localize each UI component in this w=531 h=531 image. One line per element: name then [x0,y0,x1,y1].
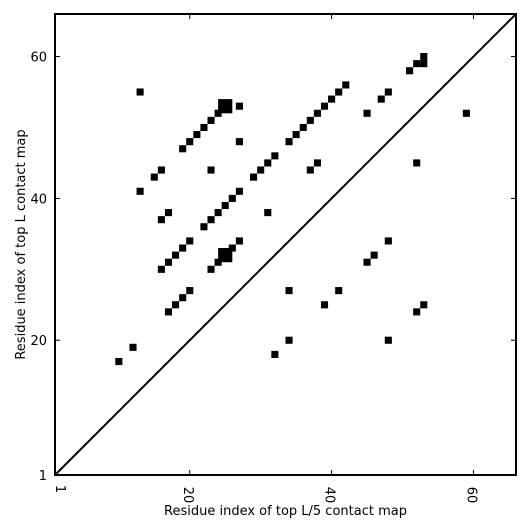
contact-point [214,109,222,117]
contact-point [363,258,371,266]
contact-point [306,166,314,174]
contact-point [221,201,229,210]
x-tick-label: 40 [322,487,337,504]
contact-point [413,159,421,167]
contact-point [179,244,187,252]
contact-point [313,159,321,167]
contact-point [363,109,371,117]
contact-point [235,237,243,245]
y-tick-label: 20 [30,334,47,349]
contact-point [235,187,243,195]
contact-point [200,223,208,231]
contact-point [207,265,215,273]
contact-point [313,109,321,117]
contact-point [179,145,187,153]
x-tick-label: 20 [180,487,195,504]
contact-point [115,357,123,366]
contact-point [264,209,272,217]
contact-point [179,294,187,302]
contact-point [157,166,165,174]
contact-point [218,248,233,263]
contact-point [214,209,222,217]
contact-point [384,237,392,245]
contact-point [200,123,208,132]
contact-point [172,301,180,309]
contact-point [235,138,243,146]
y-tick-label: 60 [30,51,47,66]
contact-point [150,173,158,181]
x-tick-label: 1 [52,485,67,493]
contact-point [328,95,336,103]
data-points [115,53,470,366]
contact-point [342,81,350,89]
contact-point [129,343,137,351]
contact-point [271,152,279,160]
contact-point [136,187,144,195]
contact-point [164,258,173,266]
y-tick-label: 40 [30,192,47,207]
contact-point [193,131,201,139]
diagonal-line [54,13,517,476]
contact-point [306,116,314,124]
contact-point [186,138,194,146]
contact-point [164,209,173,217]
plot-frame [54,13,517,476]
contact-point [207,166,215,174]
contact-point [271,350,279,358]
contact-point [186,287,194,295]
contact-point [420,60,428,68]
contact-point [384,336,392,344]
y-axis-ticks: 1 20 40 60 [30,51,516,484]
contact-point [157,265,165,273]
contact-point [335,88,343,96]
contact-point [420,53,428,61]
contact-point [420,301,428,309]
contact-point [207,216,215,224]
y-axis-label: Residue index of top L contact map [14,129,29,359]
contact-point [462,109,470,117]
contact-point [186,237,194,245]
contact-point [228,244,236,252]
x-tick-label: 60 [463,487,478,504]
contact-point [413,308,421,316]
x-axis-ticks: 1 20 40 60 [52,14,478,503]
contact-point [292,131,300,139]
contact-point [377,95,385,103]
contact-point [164,308,173,316]
contact-point [285,138,293,146]
contact-point [285,336,293,344]
contact-point [136,88,144,96]
contact-point [413,60,421,68]
contact-point [157,216,165,224]
contact-point [172,251,180,259]
x-axis-label: Residue index of top L/5 contact map [164,504,407,519]
contact-point [384,88,392,96]
contact-point [320,301,329,309]
contact-point [218,99,233,114]
contact-point [320,102,329,110]
contact-point [335,287,343,295]
y-tick-label: 1 [39,469,47,484]
contact-point [257,166,265,174]
contact-point [406,67,414,75]
contact-point [299,123,307,132]
contact-point [370,251,378,259]
contact-point [250,173,258,181]
contact-point [264,159,272,167]
contact-point [228,194,236,202]
contact-point [285,287,293,295]
contact-point [235,102,243,110]
contact-point [207,116,215,124]
